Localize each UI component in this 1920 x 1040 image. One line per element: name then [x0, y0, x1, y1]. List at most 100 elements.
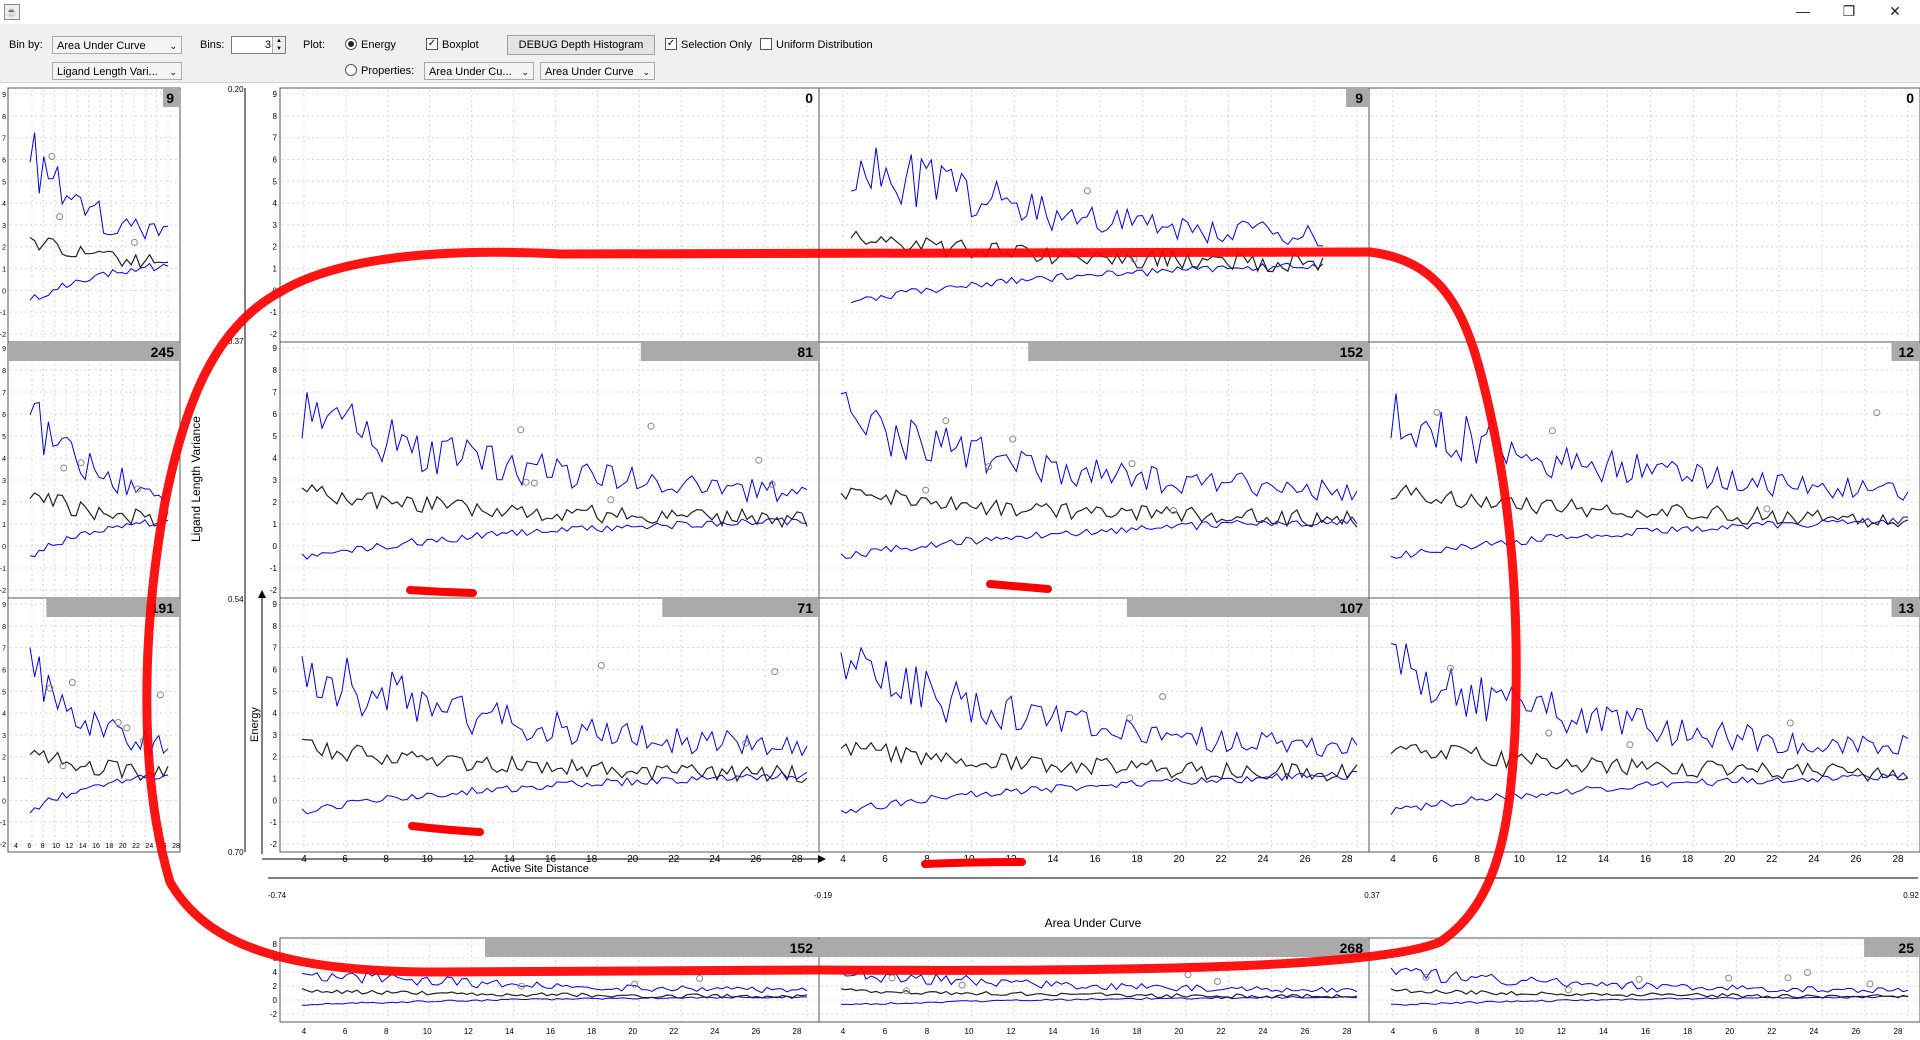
side-y-tick-label: -2	[0, 588, 6, 595]
count-label: 12	[1898, 344, 1914, 360]
uniform-distribution-checkbox[interactable]	[760, 38, 772, 50]
outlier-point	[755, 456, 763, 464]
count-label: 0	[1906, 90, 1914, 106]
properties-x-value: Area Under Cu...	[429, 66, 512, 78]
side-x-tick-label: 28	[172, 843, 180, 850]
outlier-point	[68, 679, 76, 686]
bottom-x-tick-label: 24	[710, 1027, 719, 1036]
mean-line	[29, 236, 169, 269]
outlier-point	[696, 975, 704, 982]
side-y-tick-label: 5	[2, 179, 6, 186]
upper-bound-line	[840, 391, 1358, 502]
bottom-x-tick-label: 10	[965, 1027, 974, 1036]
outlier-point	[134, 485, 142, 493]
side-y-tick-label: 7	[2, 646, 6, 653]
restore-icon[interactable]: ❐	[1842, 3, 1856, 19]
x-tick-label: 24	[1808, 854, 1820, 865]
side-y-tick-label: 2	[2, 245, 6, 252]
outlier-point	[631, 980, 639, 988]
x-tick-label: 22	[1766, 854, 1778, 865]
mean-line	[301, 738, 808, 784]
properties-x-select[interactable]: Area Under Cu... ⌄	[424, 62, 534, 80]
side-y-tick-label: 3	[2, 733, 6, 740]
spinner-arrows-icon[interactable]: ▲ ▼	[272, 37, 285, 53]
outlier-point	[1564, 986, 1572, 994]
plot-cell-r1c2[interactable]: 12	[1368, 341, 1920, 599]
debug-depth-histogram-button[interactable]: DEBUG Depth Histogram	[507, 35, 655, 55]
y-tick-label: 7	[273, 388, 278, 397]
properties-y-select[interactable]: Area Under Curve ⌄	[540, 62, 655, 80]
upper-bound-line	[1390, 393, 1909, 501]
bottom-x-tick-label: 14	[505, 1027, 514, 1036]
y-tick-label: 0	[273, 796, 278, 805]
plot-cell-r1c0[interactable]: 81	[279, 341, 820, 599]
upper-bound-line	[1390, 643, 1909, 756]
bottom-x-tick-label: 6	[883, 1027, 888, 1036]
bin-y-tick-label: 0.70	[228, 848, 244, 857]
mean-line	[301, 483, 808, 529]
outlier-point	[530, 479, 538, 487]
x-tick-label: 6	[882, 854, 888, 865]
cell-frame	[1368, 87, 1920, 343]
y-tick-label: 3	[273, 731, 278, 740]
x-tick-label: 20	[1724, 854, 1736, 865]
y-tick-label: -1	[270, 818, 278, 827]
plot-cell-bottom-c2[interactable]: 25	[1368, 937, 1920, 1023]
binned-plot-matrix[interactable]: 0.20 0.37 0.54 0.70 Ligand Length Variance En…	[0, 82, 1920, 1040]
close-icon[interactable]: ✕	[1889, 3, 1901, 19]
y-tick-label: 6	[273, 410, 278, 419]
plot-cell-bottom-c1[interactable]: 268	[818, 937, 1370, 1023]
lower-bound-line	[29, 774, 169, 814]
selection-only-checkbox[interactable]: ✓	[665, 38, 677, 50]
bin-by-primary-value: Area Under Curve	[57, 40, 146, 52]
bottom-x-tick-label: 26	[1301, 1027, 1310, 1036]
energy-radio[interactable]	[345, 38, 357, 50]
bottom-x-tick-label: 8	[1475, 1027, 1480, 1036]
count-label: 13	[1898, 600, 1914, 616]
y-tick-label: 3	[273, 221, 278, 230]
bins-spinner[interactable]: 3 ▲ ▼	[231, 36, 286, 54]
bin-x-tick-label: 0.92	[1903, 891, 1919, 900]
bin-by-primary-select[interactable]: Area Under Curve ⌄	[52, 36, 182, 54]
bottom-x-tick-label: 22	[669, 1027, 678, 1036]
upper-bound-line	[850, 147, 1323, 247]
energy-axis-arrow-icon	[258, 590, 266, 598]
cell-frame	[279, 87, 820, 343]
mean-line	[29, 749, 169, 782]
x-tick-label: 8	[1474, 854, 1480, 865]
plot-cell-r2c2[interactable]: 13	[1368, 597, 1920, 853]
plot-cell-r1c1[interactable]: 152	[818, 341, 1370, 599]
plot-cell-r2c1[interactable]: 107	[818, 597, 1370, 853]
mean-line	[1390, 988, 1909, 999]
plot-cell-r2c0[interactable]: 71	[279, 597, 820, 853]
side-y-tick-label: 6	[2, 667, 6, 674]
plot-cell-side-r1[interactable]: 245	[7, 341, 181, 599]
count-bar	[640, 343, 818, 361]
bottom-x-tick-label: 8	[384, 1027, 389, 1036]
x-tick-label: 12	[1556, 854, 1568, 865]
bin-by-secondary-select[interactable]: Ligand Length Vari... ⌄	[52, 62, 182, 80]
count-label: 245	[151, 344, 175, 360]
upper-bound-line	[840, 646, 1358, 758]
properties-radio[interactable]	[345, 64, 357, 76]
boxplot-label: Boxplot	[442, 39, 479, 51]
count-label: 0	[805, 90, 813, 106]
plot-cell-bottom-c0[interactable]: 152	[279, 937, 820, 1023]
side-y-tick-label: 9	[2, 602, 6, 609]
count-bar	[820, 939, 1368, 957]
boxplot-checkbox[interactable]: ✓	[426, 38, 438, 50]
plot-cell-r0c1[interactable]: 9	[818, 87, 1370, 343]
count-label: 9	[166, 90, 174, 106]
side-y-tick-label: 5	[2, 689, 6, 696]
plot-cell-side-r2[interactable]: 191	[7, 597, 181, 853]
side-x-tick-label: 22	[132, 843, 140, 850]
x-tick-label: 8	[383, 854, 389, 865]
x-tick-label: 26	[1850, 854, 1862, 865]
plot-cell-r0c0[interactable]: 0	[279, 87, 820, 343]
plot-cell-side-r0[interactable]: 9	[7, 87, 181, 343]
lower-bound-line	[1390, 772, 1909, 815]
minimize-icon[interactable]: —	[1796, 3, 1810, 19]
plot-cell-r0c2[interactable]: 0	[1368, 87, 1920, 343]
y-tick-label: -1	[270, 564, 278, 573]
bottom-x-tick-label: 28	[1894, 1027, 1903, 1036]
